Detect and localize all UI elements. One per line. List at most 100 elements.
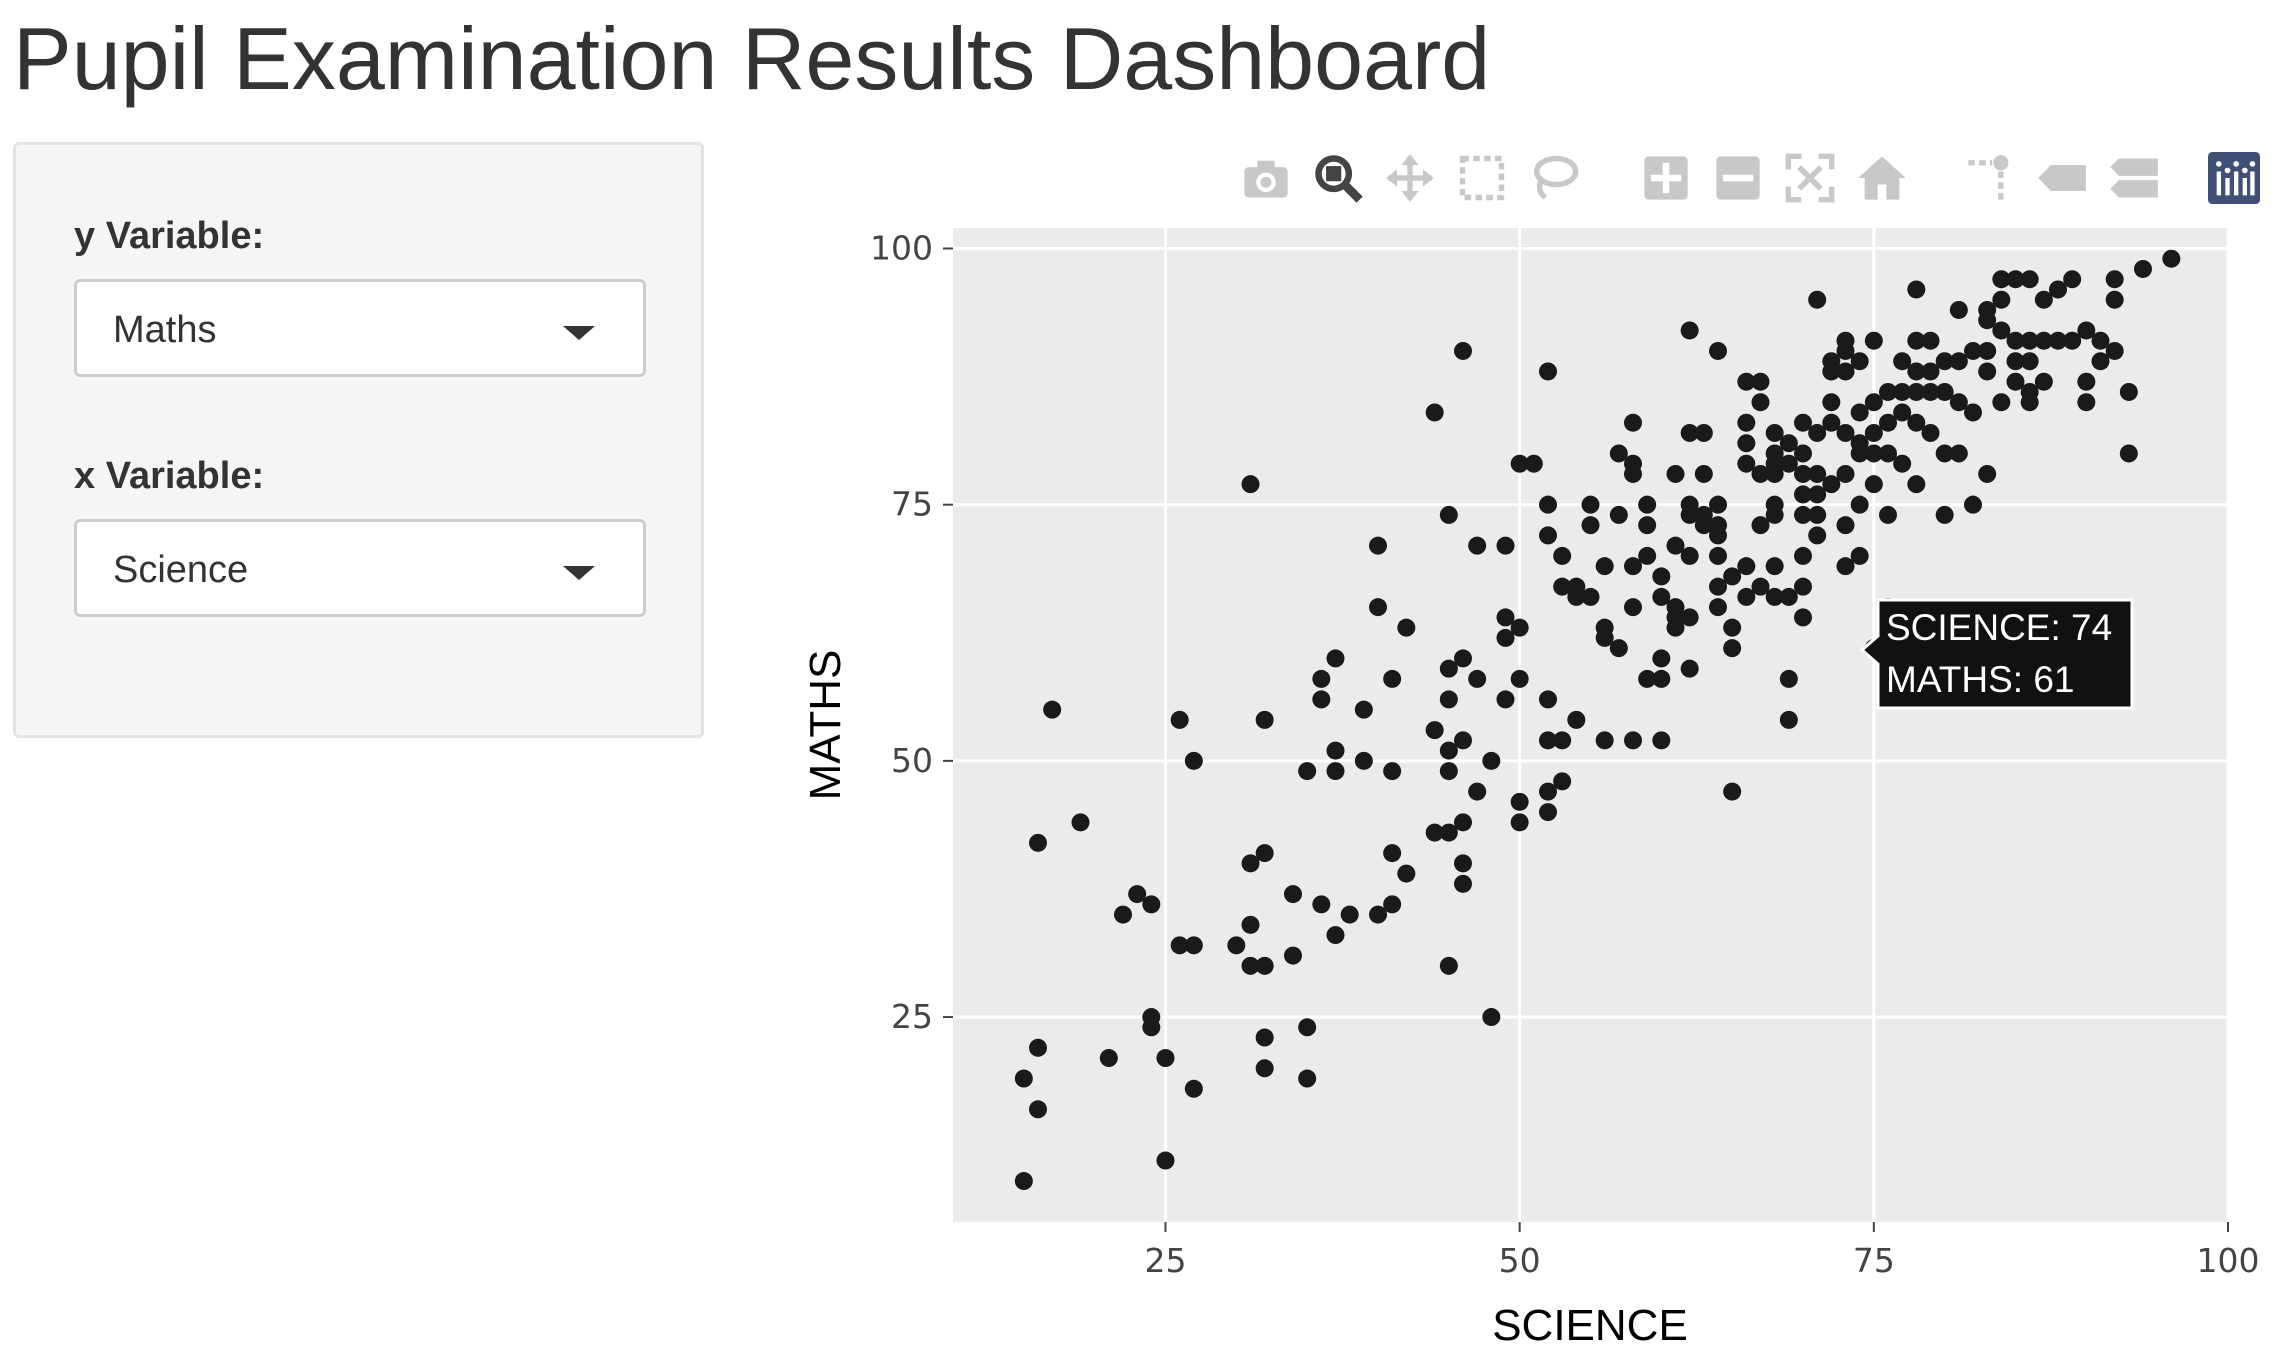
- data-point[interactable]: [2049, 331, 2067, 350]
- data-point[interactable]: [1156, 1049, 1175, 1068]
- data-point[interactable]: [2134, 259, 2152, 278]
- data-point[interactable]: [1553, 546, 1572, 565]
- data-point[interactable]: [1397, 864, 1416, 883]
- box-select-icon[interactable]: [1456, 152, 1508, 204]
- data-point[interactable]: [1255, 956, 1274, 975]
- data-point[interactable]: [2077, 321, 2096, 340]
- data-point[interactable]: [1425, 721, 1444, 740]
- zoom-in-icon[interactable]: [1640, 152, 1692, 204]
- data-point[interactable]: [1326, 926, 1345, 945]
- data-point[interactable]: [1723, 567, 1742, 586]
- data-point[interactable]: [1765, 423, 1784, 442]
- data-point[interactable]: [1666, 536, 1685, 555]
- data-point[interactable]: [2105, 270, 2124, 289]
- data-point[interactable]: [1524, 454, 1543, 473]
- data-point[interactable]: [1539, 495, 1557, 514]
- data-point[interactable]: [1170, 936, 1189, 955]
- data-point[interactable]: [1978, 300, 1997, 319]
- data-point[interactable]: [1992, 270, 2011, 289]
- data-point[interactable]: [2119, 444, 2138, 463]
- spike-lines-icon[interactable]: [1964, 152, 2016, 204]
- data-point[interactable]: [1836, 557, 1855, 576]
- data-point[interactable]: [1624, 454, 1642, 473]
- data-point[interactable]: [1794, 485, 1812, 504]
- data-point[interactable]: [1879, 444, 1897, 463]
- autoscale-icon[interactable]: [1784, 152, 1836, 204]
- data-point[interactable]: [1907, 280, 1926, 299]
- data-point[interactable]: [1439, 762, 1458, 781]
- data-point[interactable]: [1709, 516, 1727, 535]
- data-point[interactable]: [1539, 731, 1557, 750]
- data-point[interactable]: [2006, 372, 2025, 391]
- data-point[interactable]: [1454, 874, 1472, 893]
- data-point[interactable]: [1808, 485, 1827, 504]
- data-point[interactable]: [1595, 731, 1614, 750]
- data-point[interactable]: [1312, 895, 1331, 914]
- data-point[interactable]: [1794, 444, 1812, 463]
- data-point[interactable]: [1680, 546, 1699, 565]
- data-point[interactable]: [1397, 618, 1416, 637]
- data-point[interactable]: [1864, 423, 1883, 442]
- data-point[interactable]: [1765, 557, 1784, 576]
- data-point[interactable]: [1794, 505, 1812, 524]
- data-point[interactable]: [1227, 936, 1246, 955]
- data-point[interactable]: [1340, 905, 1359, 924]
- data-point[interactable]: [2020, 352, 2039, 371]
- data-point[interactable]: [1666, 464, 1685, 483]
- data-point[interactable]: [1907, 382, 1926, 401]
- data-point[interactable]: [2034, 290, 2053, 309]
- data-point[interactable]: [1680, 495, 1699, 514]
- data-point[interactable]: [1638, 546, 1657, 565]
- data-point[interactable]: [2077, 393, 2096, 412]
- data-point[interactable]: [1652, 731, 1671, 750]
- data-point[interactable]: [1255, 710, 1274, 729]
- data-point[interactable]: [1383, 895, 1402, 914]
- data-point[interactable]: [1099, 1049, 1118, 1068]
- camera-icon[interactable]: [1240, 152, 1292, 204]
- data-point[interactable]: [1553, 772, 1572, 791]
- data-point[interactable]: [1298, 762, 1317, 781]
- data-point[interactable]: [1326, 741, 1345, 760]
- data-point[interactable]: [1383, 844, 1402, 863]
- zoom-icon[interactable]: [1312, 152, 1364, 204]
- data-point[interactable]: [1312, 690, 1331, 709]
- data-point[interactable]: [1751, 577, 1770, 596]
- data-point[interactable]: [1723, 618, 1742, 637]
- data-point[interactable]: [1241, 854, 1260, 873]
- data-point[interactable]: [1850, 352, 1869, 371]
- data-point[interactable]: [1184, 936, 1203, 955]
- data-point[interactable]: [1454, 649, 1472, 668]
- data-point[interactable]: [1510, 792, 1529, 811]
- data-point[interactable]: [1779, 454, 1798, 473]
- data-point[interactable]: [1836, 362, 1855, 381]
- data-point[interactable]: [1014, 1069, 1033, 1088]
- data-point[interactable]: [1836, 423, 1855, 442]
- data-point[interactable]: [1567, 577, 1586, 596]
- data-point[interactable]: [1369, 536, 1387, 555]
- data-point[interactable]: [1029, 833, 1047, 852]
- data-point[interactable]: [1680, 423, 1699, 442]
- data-point[interactable]: [1369, 905, 1387, 924]
- data-point[interactable]: [1694, 505, 1713, 524]
- data-point[interactable]: [1836, 464, 1855, 483]
- data-point[interactable]: [2034, 331, 2053, 350]
- data-point[interactable]: [2020, 331, 2039, 350]
- data-point[interactable]: [2077, 372, 2096, 391]
- data-point[interactable]: [1638, 516, 1657, 535]
- data-point[interactable]: [1369, 598, 1387, 617]
- data-point[interactable]: [1652, 587, 1671, 606]
- data-point[interactable]: [1893, 382, 1912, 401]
- data-point[interactable]: [1581, 587, 1600, 606]
- data-point[interactable]: [1482, 751, 1501, 770]
- data-point[interactable]: [1255, 844, 1274, 863]
- data-point[interactable]: [1907, 362, 1926, 381]
- data-point[interactable]: [2091, 352, 2110, 371]
- data-point[interactable]: [1510, 618, 1529, 637]
- data-point[interactable]: [1765, 444, 1784, 463]
- data-point[interactable]: [1142, 1008, 1161, 1027]
- data-point[interactable]: [1779, 710, 1798, 729]
- data-point[interactable]: [1751, 372, 1770, 391]
- y-variable-select[interactable]: Maths: [74, 279, 646, 377]
- data-point[interactable]: [1808, 423, 1827, 442]
- data-point[interactable]: [1156, 1151, 1175, 1170]
